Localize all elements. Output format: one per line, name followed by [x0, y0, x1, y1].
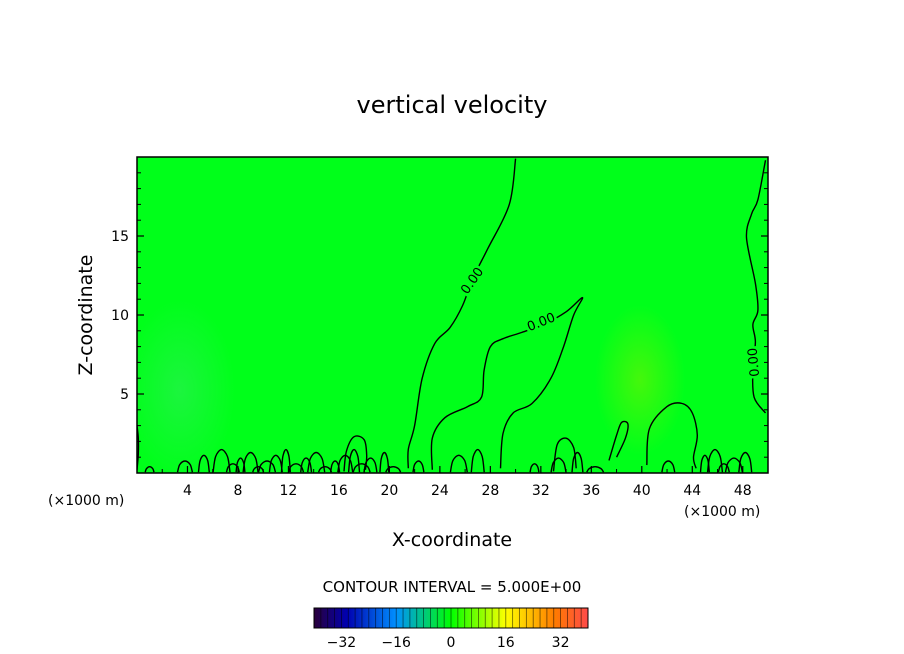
x-units-right: (×1000 m) — [684, 504, 760, 520]
surface-contour — [176, 460, 194, 473]
surface-contour — [550, 457, 567, 473]
colorbar-tick-label: 0 — [447, 635, 456, 651]
surface-contour — [571, 451, 584, 473]
x-tick-label: 44 — [683, 483, 701, 499]
surface-contour — [287, 463, 305, 473]
chart-title: vertical velocity — [357, 91, 548, 119]
surface-contour — [738, 451, 753, 473]
surface-contour — [470, 448, 485, 473]
y-tick-label: 10 — [111, 308, 129, 324]
y-tick-label: 15 — [111, 229, 129, 245]
x-axis-label: X-coordinate — [392, 529, 512, 551]
x-tick-label: 36 — [582, 483, 600, 499]
surface-contour — [379, 451, 390, 473]
contour-label-bg — [743, 345, 763, 380]
y-axis: 5 10 15 — [111, 172, 768, 458]
colorbar-tick-label: −32 — [327, 635, 357, 651]
colorbar-stripes — [320, 608, 582, 628]
surface-contour — [449, 454, 468, 473]
colorbar-tick-label: 32 — [552, 635, 570, 651]
surface-contour — [280, 448, 291, 473]
x-tick-label: 40 — [633, 483, 651, 499]
x-axis: 4 8 12 16 20 24 28 32 36 40 44 48 — [161, 466, 752, 499]
x-tick-label: 32 — [532, 483, 550, 499]
surface-contour — [586, 465, 605, 473]
y-axis-label: Z-coordinate — [75, 255, 97, 376]
x-tick-label: 28 — [481, 483, 499, 499]
surface-contour — [257, 460, 277, 473]
x-tick-label: 24 — [431, 483, 449, 499]
surface-contour — [552, 437, 577, 472]
surface-contour — [300, 457, 313, 473]
surface-contour — [724, 457, 744, 473]
x-tick-label: 8 — [233, 483, 242, 499]
x-units-left: (×1000 m) — [48, 493, 124, 509]
surface-contour — [307, 451, 326, 473]
x-tick-label: 12 — [280, 483, 298, 499]
surface-contour — [144, 465, 155, 473]
surface-contour — [343, 435, 368, 472]
contour-line — [646, 402, 699, 469]
colorbar-tick-label: 16 — [497, 635, 515, 651]
surface-contour — [197, 454, 210, 473]
surface-contour — [706, 448, 724, 473]
contour-line — [608, 420, 629, 461]
surface-contour — [268, 454, 283, 473]
colorbar-tick-label: −16 — [381, 635, 411, 651]
y-tick-label: 5 — [120, 387, 129, 403]
field-shading — [595, 305, 685, 455]
contour-label-bg — [523, 307, 559, 335]
surface-contour — [212, 448, 231, 473]
surface-contour — [412, 460, 425, 473]
surface-contour — [363, 457, 378, 473]
surface-contour — [385, 465, 402, 473]
contour-label-bg — [455, 262, 488, 298]
colorbar-ticks: −32 −16 0 16 32 — [327, 635, 570, 651]
contour-line — [407, 158, 517, 469]
contour-label: 0.00 — [746, 347, 763, 377]
field-shading — [137, 300, 235, 473]
surface-contour — [661, 460, 676, 473]
surface-contour — [252, 465, 265, 473]
surface-contour — [352, 463, 371, 473]
surface-contour — [529, 463, 540, 473]
x-tick-label: 48 — [734, 483, 752, 499]
x-tick-label: 4 — [183, 483, 192, 499]
surface-contour — [242, 451, 259, 473]
contour-interval: CONTOUR INTERVAL = 5.000E+00 — [323, 578, 582, 596]
surface-contour — [717, 463, 730, 473]
x-tick-label: 20 — [380, 483, 398, 499]
surface-contours — [137, 425, 753, 473]
surface-contour — [347, 448, 361, 473]
x-tick-label: 16 — [330, 483, 348, 499]
